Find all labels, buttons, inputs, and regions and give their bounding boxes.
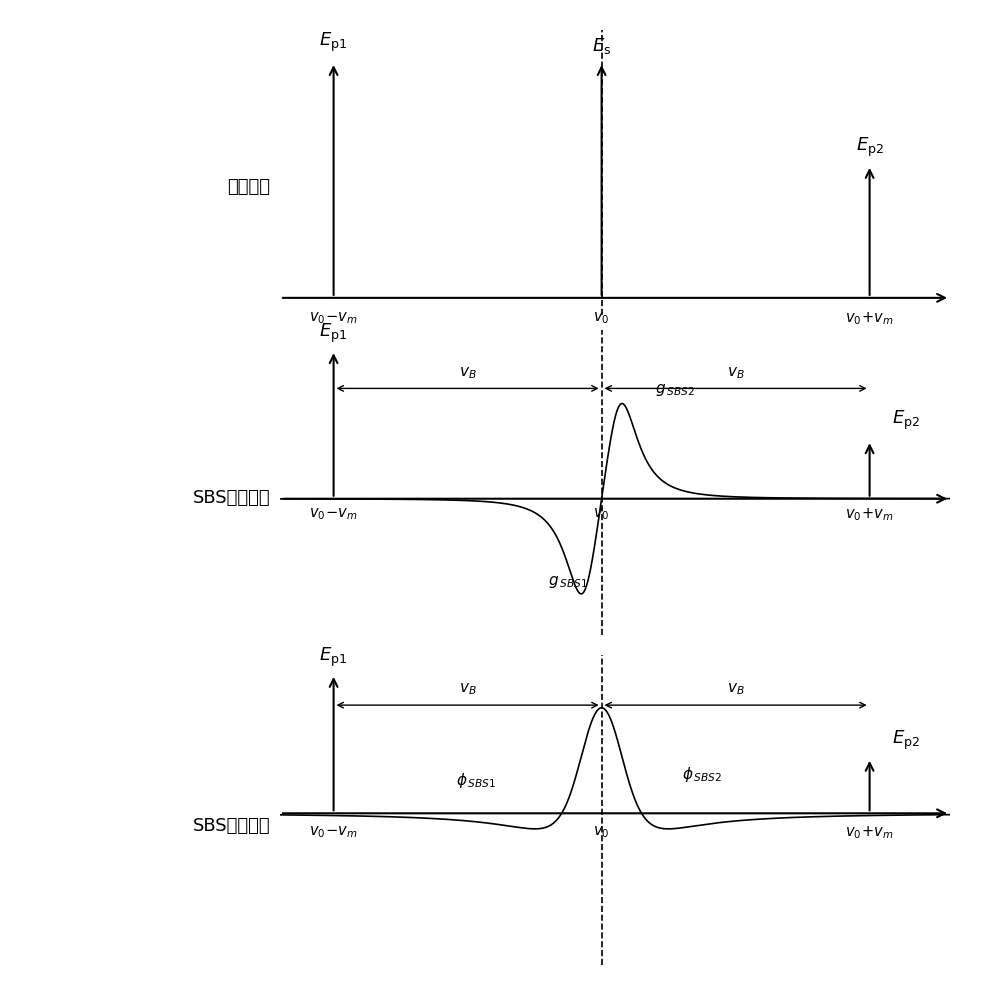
Text: $v_0\!-\!v_m$: $v_0\!-\!v_m$ xyxy=(309,824,358,840)
Text: 入射光谱: 入射光谱 xyxy=(227,178,270,196)
Text: $E_\mathrm{p1}$: $E_\mathrm{p1}$ xyxy=(319,646,348,669)
Text: $g_{\,\mathit{SBS2}}$: $g_{\,\mathit{SBS2}}$ xyxy=(655,382,695,398)
Text: $v_0$: $v_0$ xyxy=(593,824,610,840)
Text: $E_\mathrm{p2}$: $E_\mathrm{p2}$ xyxy=(892,729,920,752)
Text: $v_0\!-\!v_m$: $v_0\!-\!v_m$ xyxy=(309,507,358,522)
Text: $\phi_{\,\mathit{SBS1}}$: $\phi_{\,\mathit{SBS1}}$ xyxy=(456,771,497,790)
Text: $v_B$: $v_B$ xyxy=(727,682,744,697)
Text: $v_0$: $v_0$ xyxy=(593,311,610,326)
Text: $E_\mathrm{p1}$: $E_\mathrm{p1}$ xyxy=(319,31,348,54)
Text: $v_B$: $v_B$ xyxy=(459,365,476,381)
Text: $E_\mathrm{p2}$: $E_\mathrm{p2}$ xyxy=(892,409,920,432)
Text: $v_0\!+\!v_m$: $v_0\!+\!v_m$ xyxy=(845,824,894,841)
Text: $\phi_{\,\mathit{SBS2}}$: $\phi_{\,\mathit{SBS2}}$ xyxy=(682,765,722,784)
Text: $v_B$: $v_B$ xyxy=(727,365,744,381)
Text: $v_0\!+\!v_m$: $v_0\!+\!v_m$ xyxy=(845,311,894,327)
Text: $v_0\!+\!v_m$: $v_0\!+\!v_m$ xyxy=(845,507,894,523)
Text: SBS相位响应: SBS相位响应 xyxy=(192,816,270,834)
Text: $v_0\!-\!v_m$: $v_0\!-\!v_m$ xyxy=(309,311,358,326)
Text: $v_0$: $v_0$ xyxy=(593,507,610,522)
Text: $E_\mathrm{s}$: $E_\mathrm{s}$ xyxy=(592,36,611,56)
Text: $E_\mathrm{p2}$: $E_\mathrm{p2}$ xyxy=(856,135,884,159)
Text: $E_\mathrm{p1}$: $E_\mathrm{p1}$ xyxy=(319,322,348,345)
Text: SBS幅度响应: SBS幅度响应 xyxy=(192,489,270,507)
Text: $g_{\,\mathit{SBS1}}$: $g_{\,\mathit{SBS1}}$ xyxy=(548,574,588,590)
Text: $v_B$: $v_B$ xyxy=(459,682,476,697)
